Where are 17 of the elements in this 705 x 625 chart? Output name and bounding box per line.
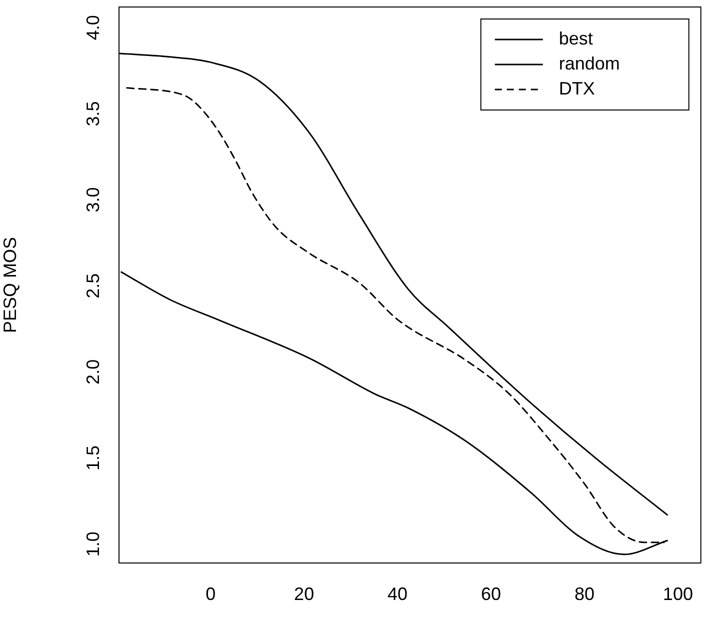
x-tick-label: 20 — [294, 584, 314, 604]
x-tick-label: 0 — [206, 584, 216, 604]
y-tick-label: 4.0 — [82, 15, 103, 40]
legend-label: best — [558, 28, 593, 48]
y-axis-title: PESQ MOS — [0, 236, 20, 334]
x-tick-label: 80 — [574, 584, 594, 604]
y-tick-label: 3.5 — [82, 101, 103, 126]
y-tick-label: 2.0 — [82, 359, 103, 384]
legend-label: DTX — [558, 78, 595, 98]
y-tick-label: 3.0 — [82, 187, 103, 212]
y-tick-label: 1.0 — [82, 532, 103, 557]
y-tick-label: 2.5 — [82, 273, 103, 298]
x-tick-label: 100 — [662, 584, 693, 604]
x-tick-label: 40 — [388, 584, 408, 604]
legend-label: random — [558, 53, 620, 74]
y-tick-label: 1.5 — [82, 445, 103, 471]
x-tick-label: 60 — [480, 584, 502, 604]
